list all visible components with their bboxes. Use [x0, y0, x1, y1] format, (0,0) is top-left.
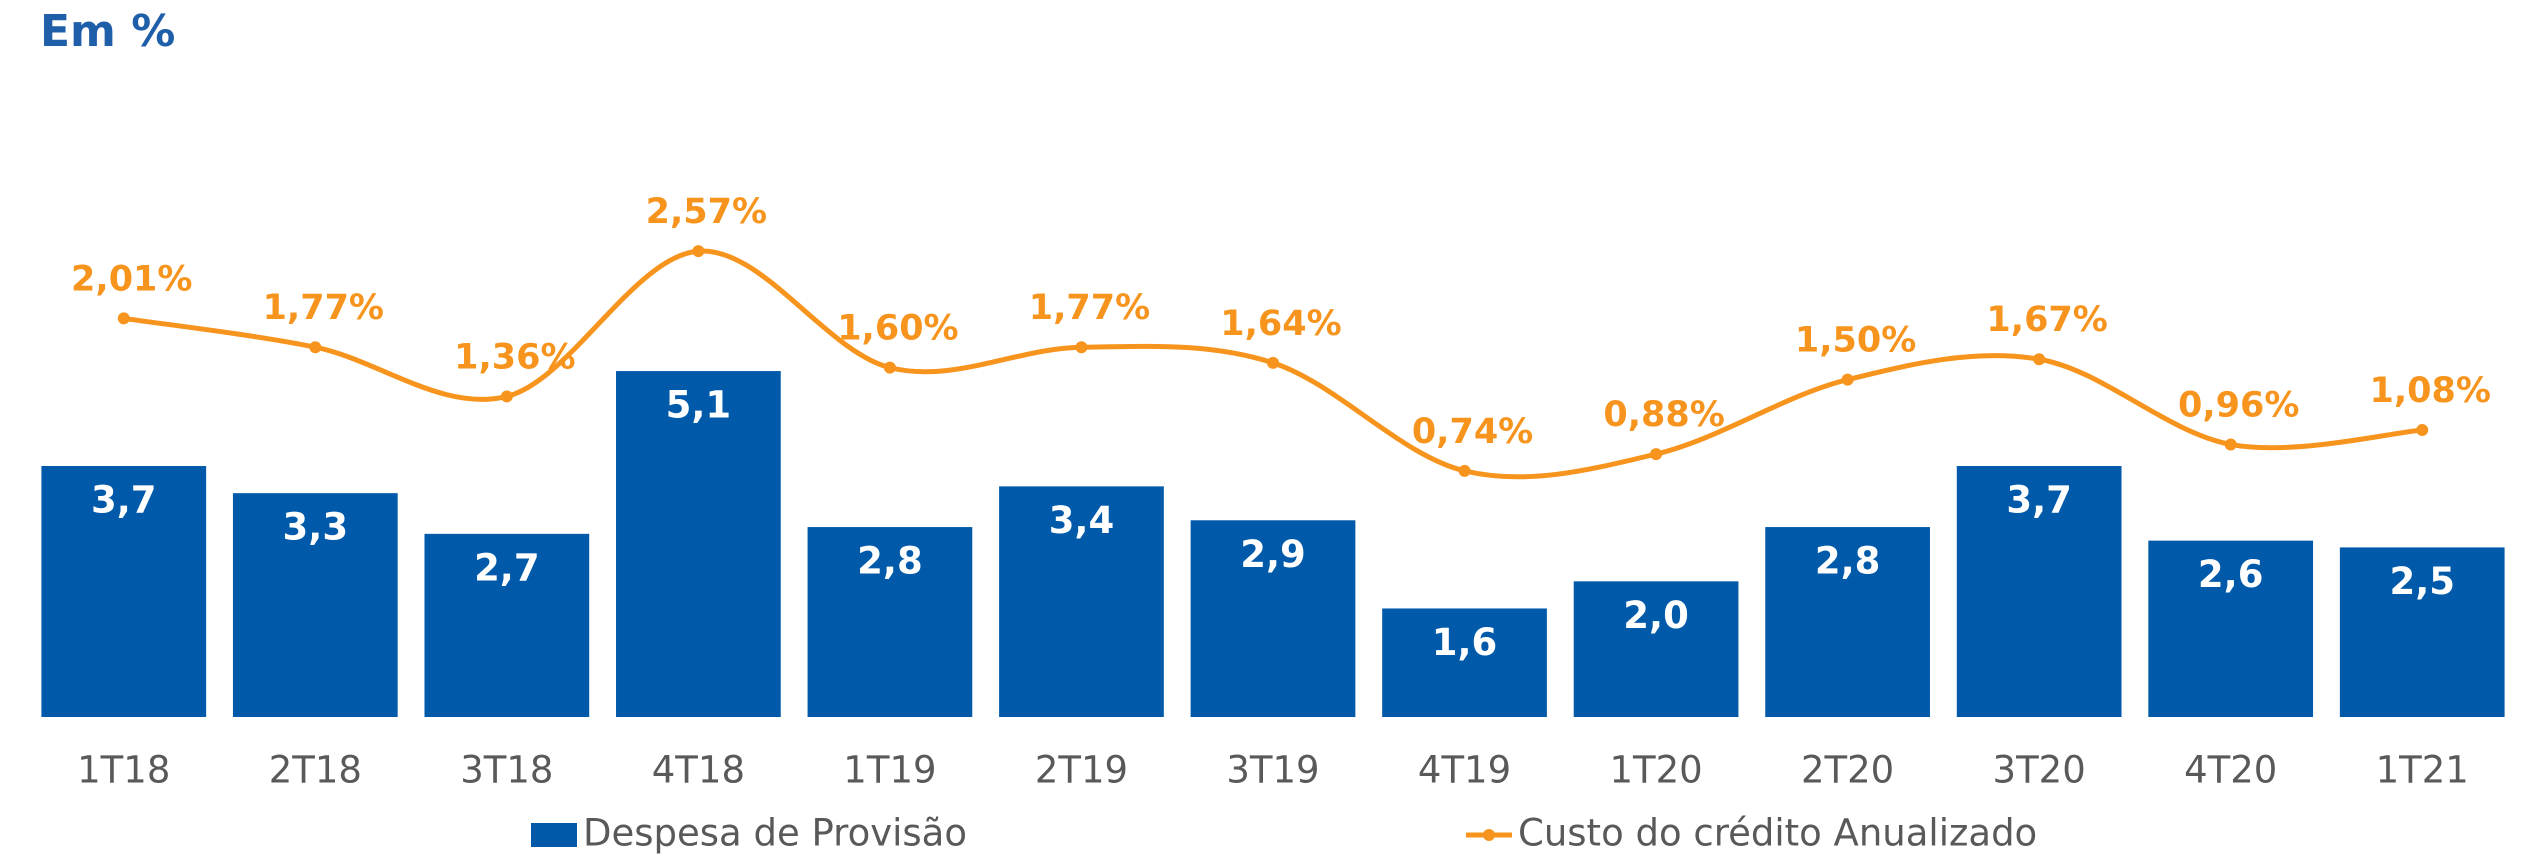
bar: [2339, 547, 2505, 717]
line-value-label: 2,57%: [646, 192, 767, 232]
line-value-label: 0,74%: [1412, 412, 1533, 452]
line-marker: [117, 312, 130, 325]
line-marker: [1650, 448, 1663, 461]
line-value-label: 1,64%: [1220, 304, 1341, 344]
line-value-label: 0,88%: [1603, 395, 1724, 435]
line-value-label: 1,67%: [1986, 300, 2107, 340]
bar-value-label: 3,3: [283, 506, 349, 549]
x-tick-label: 2T18: [269, 749, 362, 792]
x-tick-label: 3T19: [1226, 749, 1319, 792]
x-tick-label: 1T20: [1609, 749, 1702, 792]
legend-swatch-marker: [1483, 829, 1495, 841]
bar-value-label: 2,5: [2389, 560, 2455, 603]
bar-value-label: 5,1: [666, 384, 732, 427]
line-marker: [883, 361, 896, 374]
bar: [1956, 466, 2122, 717]
bar-value-label: 2,8: [1815, 540, 1881, 583]
bar-value-label: 3,7: [2006, 479, 2072, 522]
bar-value-label: 2,8: [857, 540, 923, 583]
bar-value-label: 2,7: [474, 546, 540, 589]
bar: [999, 486, 1164, 717]
bar-value-label: 1,6: [1432, 621, 1498, 664]
line-marker: [500, 390, 513, 403]
line-marker: [2224, 438, 2237, 451]
legend-swatch: [531, 823, 577, 847]
x-tick-label: 1T21: [2376, 749, 2469, 792]
line-marker: [1267, 356, 1279, 369]
line-marker: [692, 245, 705, 258]
bar: [1765, 527, 1930, 717]
bar: [424, 533, 590, 717]
legend-label: Custo do crédito Anualizado: [1518, 812, 2037, 855]
legend-label: Despesa de Provisão: [583, 812, 967, 855]
x-tick-label: 1T19: [843, 749, 936, 792]
line-value-label: 1,08%: [2370, 371, 2491, 411]
line-value-label: 1,77%: [1029, 288, 1150, 328]
line-marker: [1075, 341, 1088, 354]
x-tick-label: 4T19: [1418, 749, 1511, 792]
bar: [41, 466, 207, 717]
x-tick-label: 4T18: [652, 749, 745, 792]
bar: [1382, 608, 1547, 717]
bar-value-label: 3,7: [91, 479, 157, 522]
line-marker: [2033, 353, 2046, 366]
x-tick-label: 2T20: [1801, 749, 1894, 792]
bar-value-label: 2,6: [2198, 553, 2264, 596]
x-tick-label: 1T18: [77, 749, 170, 792]
line-value-label: 1,77%: [263, 288, 384, 328]
line-marker: [309, 341, 322, 354]
line-value-label: 1,50%: [1795, 321, 1916, 361]
line-marker: [1458, 464, 1471, 477]
x-tick-label: 3T18: [460, 749, 553, 792]
line-value-label: 0,96%: [2178, 385, 2299, 425]
line-value-label: 1,36%: [454, 337, 575, 377]
bar: [232, 493, 398, 717]
bar: [807, 527, 973, 717]
bar: [2148, 540, 2314, 717]
x-tick-label: 4T20: [2184, 749, 2277, 792]
bar-value-label: 3,4: [1049, 499, 1115, 542]
line-value-label: 1,60%: [837, 309, 958, 349]
bar-value-label: 2,0: [1623, 594, 1689, 637]
bar: [1190, 520, 1356, 717]
bar: [1573, 581, 1739, 717]
bar-value-label: 2,9: [1240, 533, 1306, 576]
chart-title: Em %: [40, 6, 175, 57]
line-value-label: 2,01%: [71, 259, 192, 299]
line-marker: [1841, 373, 1854, 386]
x-tick-label: 3T20: [1993, 749, 2086, 792]
x-tick-label: 2T19: [1035, 749, 1128, 792]
bar: [616, 371, 781, 717]
line-marker: [2416, 424, 2429, 437]
